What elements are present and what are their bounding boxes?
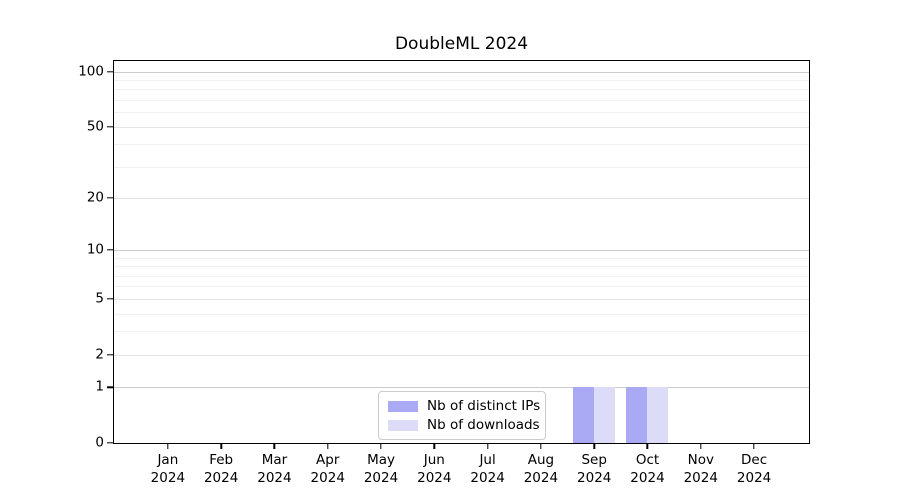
minor-gridline — [114, 331, 809, 333]
bar-sep-downloads — [594, 387, 616, 443]
bar-oct-downloads — [647, 387, 669, 443]
x-axis-tick-label: Jan 2024 — [150, 452, 186, 486]
y-axis-tick — [106, 353, 113, 356]
major-gridline — [114, 298, 809, 300]
minor-gridline — [114, 313, 809, 315]
x-axis-tick — [220, 443, 222, 449]
x-axis-tick — [646, 443, 649, 449]
x-axis-tick-label: May 2024 — [363, 452, 399, 486]
legend-swatch-distinct-ips — [388, 400, 418, 412]
minor-gridline — [114, 266, 809, 268]
legend-label-downloads: Nb of downloads — [427, 417, 540, 433]
plot-area: Nb of distinct IPs Nb of downloads 0 1 2 5 1… — [78, 60, 810, 486]
bar-oct-distinct-ips — [626, 387, 648, 443]
y-axis-tick-label: 5 — [95, 290, 104, 307]
minor-gridline — [114, 100, 809, 102]
y-axis-tick — [106, 249, 113, 251]
minor-gridline — [114, 166, 809, 168]
y-axis-tick-label: 10 — [86, 241, 104, 258]
y-axis-tick — [106, 126, 113, 128]
major-gridline — [114, 354, 809, 356]
y-axis-tick — [106, 71, 113, 73]
x-axis-tick-label: Feb 2024 — [203, 452, 239, 486]
bar-sep-distinct-ips — [573, 387, 595, 443]
y-axis-tick — [106, 298, 113, 300]
x-axis-tick — [700, 443, 702, 449]
x-axis-tick — [380, 443, 382, 449]
x-axis-tick — [593, 443, 595, 449]
x-axis-tick-label: Nov 2024 — [683, 452, 718, 486]
minor-gridline — [114, 275, 809, 277]
legend-item-downloads: Nb of downloads — [388, 417, 540, 433]
y-axis-tick — [106, 386, 113, 388]
y-axis-tick — [106, 197, 113, 199]
major-gridline — [114, 126, 809, 128]
y-axis-tick-label: 20 — [86, 189, 104, 206]
minor-gridline — [114, 144, 809, 146]
legend-item-distinct-ips: Nb of distinct IPs — [388, 398, 540, 414]
minor-gridline — [114, 112, 809, 114]
x-axis-tick-label: Oct 2024 — [630, 452, 665, 486]
major-gridline — [114, 387, 809, 389]
x-axis-tick — [433, 443, 436, 449]
x-axis-tick — [753, 443, 755, 449]
x-axis-tick — [273, 443, 276, 449]
x-axis-tick — [540, 443, 542, 449]
y-axis-tick-label: 0 — [95, 434, 104, 451]
legend: Nb of distinct IPs Nb of downloads — [378, 391, 546, 440]
y-axis-tick-label: 100 — [78, 62, 104, 79]
x-axis-tick-label: Aug 2024 — [523, 452, 559, 486]
y-axis-tick-label: 1 — [95, 378, 104, 395]
x-axis-tick-label: Dec 2024 — [736, 452, 772, 486]
y-axis-tick-label: 2 — [95, 345, 104, 362]
x-axis-tick-label: Apr 2024 — [310, 452, 345, 486]
minor-gridline — [114, 80, 809, 82]
minor-gridline — [114, 89, 809, 91]
legend-swatch-downloads — [388, 419, 418, 431]
x-axis-tick-label: Jun 2024 — [417, 452, 452, 486]
y-axis-tick — [106, 442, 113, 444]
x-axis-tick — [327, 443, 329, 449]
x-axis-tick — [486, 443, 489, 449]
x-axis-tick-label: Jul 2024 — [470, 452, 505, 486]
y-axis-tick-label: 50 — [86, 117, 104, 134]
x-axis-tick-label: Mar 2024 — [257, 452, 292, 486]
major-gridline — [114, 250, 809, 252]
major-gridline — [114, 71, 809, 73]
minor-gridline — [114, 286, 809, 288]
x-axis-tick — [167, 443, 169, 449]
minor-gridline — [114, 257, 809, 259]
major-gridline — [114, 198, 809, 200]
chart-title: DoubleML 2024 — [394, 34, 529, 54]
x-axis-tick-label: Sep 2024 — [577, 452, 612, 486]
legend-label-distinct-ips: Nb of distinct IPs — [427, 398, 541, 414]
